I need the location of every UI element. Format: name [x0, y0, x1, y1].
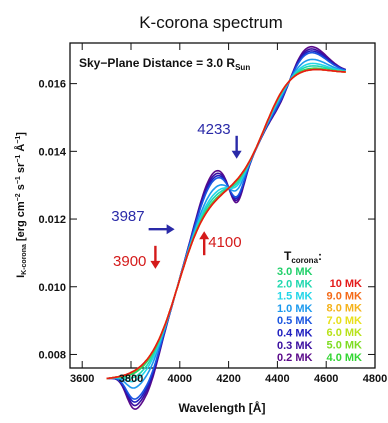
annotation-label-3987: 3987 — [111, 208, 144, 225]
annotation-arrowhead-4100 — [199, 231, 210, 240]
legend-item-0-2-mk: 0.2 MK — [277, 352, 313, 364]
legend-title: Tcorona: — [284, 249, 322, 265]
series-line-0-5-mk — [106, 51, 346, 400]
x-tick-label-4000: 4000 — [168, 373, 192, 385]
y-tick-label-0-014: 0.014 — [38, 146, 66, 158]
series-layer — [106, 45, 347, 410]
x-tick-label-3600: 3600 — [70, 373, 94, 385]
x-axis-label: Wavelength [Å] — [179, 400, 266, 415]
legend-item-0-4-mk: 0.4 MK — [277, 328, 313, 340]
legend-item-6-0-mk: 6.0 MK — [327, 327, 363, 339]
series-line-1-5-mk — [106, 62, 346, 383]
y-tick-label-0-010: 0.010 — [38, 282, 66, 294]
legend-item-3-0-mk: 3.0 MK — [277, 266, 313, 278]
annotation-layer: 4233 3987 4100 3900 — [111, 121, 242, 270]
x-tick-label-4200: 4200 — [216, 373, 240, 385]
x-tick-label-4400: 4400 — [265, 373, 289, 385]
annotation-arrowhead-3987 — [166, 224, 175, 235]
legend-item-4-0-mk: 4.0 MK — [327, 352, 363, 364]
plot-frame — [69, 42, 376, 369]
legend-item-1-5-mk: 1.5 MK — [277, 291, 313, 303]
y-tick-label-0-008: 0.008 — [38, 349, 66, 361]
ticks-layer: 3600 3800 4000 4200 4400 4600 4800 0.008 0.010 0.… — [38, 43, 387, 385]
series-line-10-mk — [106, 68, 346, 380]
legend-right-column: 10 MK9.0 MK8.0 MK7.0 MK6.0 MK5.0 MK4.0 M… — [327, 278, 363, 364]
x-tick-label-4800: 4800 — [363, 373, 387, 385]
y-axis-label: IK-corona [erg cm−2 s−1 sr−1 Å−1] — [14, 132, 28, 278]
series-line-1-0-mk — [106, 58, 346, 389]
legend-item-1-0-mk: 1.0 MK — [277, 303, 313, 315]
annotation-label-4233: 4233 — [197, 121, 230, 138]
legend-item-10-mk: 10 MK — [330, 278, 362, 290]
chart-title: K-corona spectrum — [139, 13, 283, 32]
annotation-3987: 3987 — [111, 208, 175, 235]
annotation-4100: 4100 — [199, 231, 242, 256]
y-tick-label-0-016: 0.016 — [38, 79, 66, 91]
legend-item-0-3-mk: 0.3 MK — [277, 340, 313, 352]
annotation-4233: 4233 — [197, 121, 242, 159]
legend-item-9-0-mk: 9.0 MK — [327, 290, 363, 302]
chart-subtitle: Sky−Plane Distance = 3.0 RSun — [79, 56, 250, 72]
x-tick-label-4600: 4600 — [314, 373, 338, 385]
legend-item-2-0-mk: 2.0 MK — [277, 278, 313, 290]
x-tick-label-3800: 3800 — [119, 373, 143, 385]
y-tick-label-0-012: 0.012 — [38, 214, 66, 226]
legend-item-0-5-mk: 0.5 MK — [277, 315, 313, 327]
legend-item-5-0-mk: 5.0 MK — [327, 340, 363, 352]
legend-item-8-0-mk: 8.0 MK — [327, 303, 363, 315]
legend-item-7-0-mk: 7.0 MK — [327, 315, 363, 327]
annotation-label-4100: 4100 — [208, 234, 241, 251]
legend: Tcorona: 3.0 MK2.0 MK1.5 MK1.0 MK0.5 MK0… — [277, 249, 362, 364]
annotation-arrowhead-3900 — [150, 260, 161, 269]
legend-left-column: 3.0 MK2.0 MK1.5 MK1.0 MK0.5 MK0.4 MK0.3 … — [277, 266, 313, 364]
annotation-3900: 3900 — [113, 245, 161, 270]
annotation-label-3900: 3900 — [113, 253, 146, 270]
annotation-arrowhead-4233 — [231, 150, 242, 159]
series-line-2-0-mk — [106, 65, 346, 380]
